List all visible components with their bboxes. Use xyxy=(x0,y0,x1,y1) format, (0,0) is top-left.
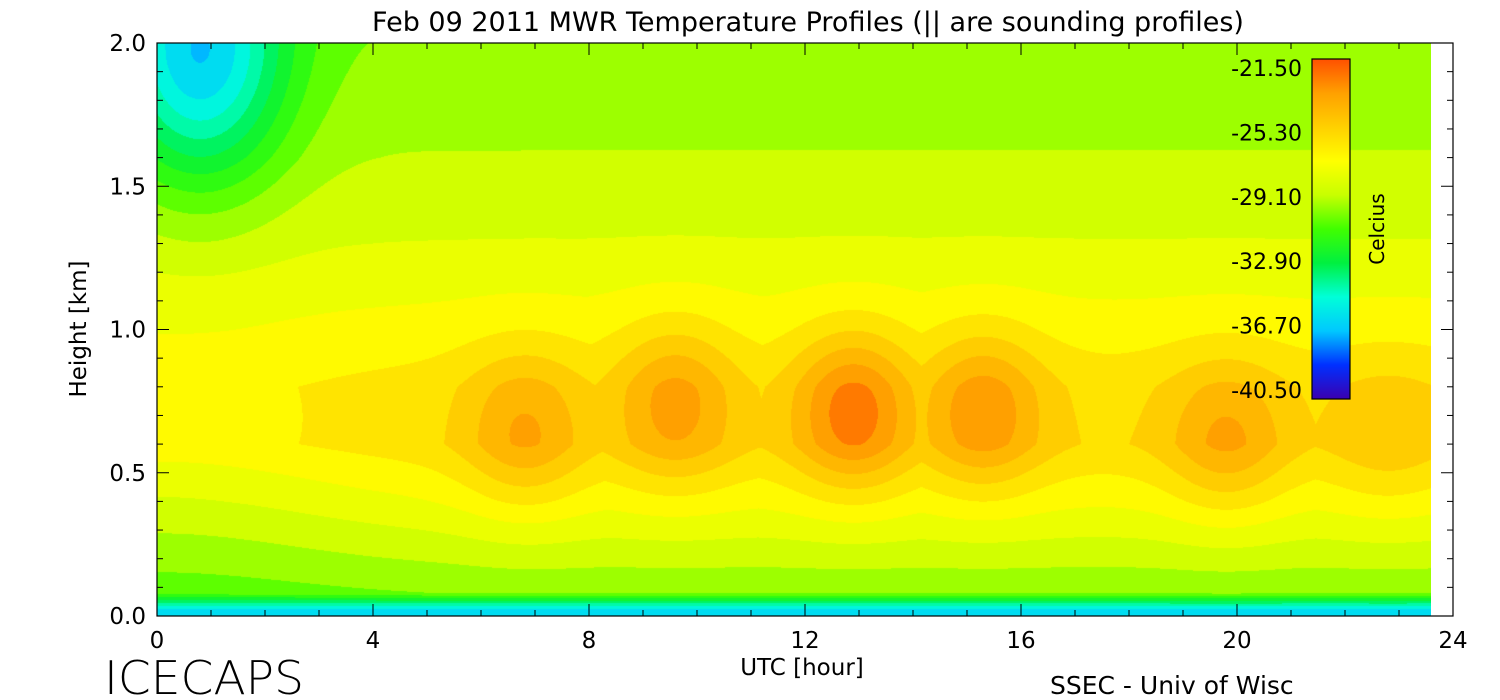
colorbar-tick-labels: -21.50 -25.30 -29.10 -32.90 -36.70 -40.50 xyxy=(1231,57,1302,404)
colorbar-tick-label: -21.50 xyxy=(1231,57,1302,82)
y-tick-label: 2.0 xyxy=(109,31,146,57)
colorbar-scale xyxy=(1311,58,1351,400)
colorbar-tick-label: -36.70 xyxy=(1231,315,1302,340)
y-axis-label: Height [km] xyxy=(66,260,92,397)
chart-title: Feb 09 2011 MWR Temperature Profiles (||… xyxy=(372,7,1244,38)
x-tick-label: 8 xyxy=(582,628,597,654)
colorbar-tick-label: -40.50 xyxy=(1231,379,1302,404)
x-tick-label: 12 xyxy=(790,628,819,654)
footer-credit: SSEC - Univ of Wisc xyxy=(1050,671,1294,700)
colorbar-tick-label: -25.30 xyxy=(1231,121,1302,146)
y-tick-labels: 0.0 0.5 1.0 1.5 2.0 xyxy=(109,31,146,630)
y-tick-label: 1.0 xyxy=(109,318,146,344)
y-tick-label: 1.5 xyxy=(109,174,146,200)
colorbar-label: Celcius xyxy=(1365,193,1389,264)
x-tick-label: 24 xyxy=(1438,628,1467,654)
colorbar-tick-label: -29.10 xyxy=(1231,186,1302,211)
x-tick-labels: 0 4 8 12 16 20 24 xyxy=(150,628,1468,654)
x-tick-label: 4 xyxy=(366,628,381,654)
x-tick-label: 0 xyxy=(150,628,165,654)
colorbar: -21.50 -25.30 -29.10 -32.90 -36.70 -40.50 Cel… xyxy=(1231,57,1389,404)
x-tick-label: 16 xyxy=(1006,628,1035,654)
heatmap xyxy=(157,43,1431,616)
x-tick-label: 20 xyxy=(1222,628,1251,654)
y-tick-label: 0.5 xyxy=(109,461,146,487)
axis-ticks xyxy=(156,42,1454,617)
y-tick-label: 0.0 xyxy=(109,604,146,630)
x-axis-label: UTC [hour] xyxy=(740,655,864,681)
heatmap-image xyxy=(157,43,1431,616)
footer-logo-text: ICECAPS xyxy=(104,651,304,700)
colorbar-tick-label: -32.90 xyxy=(1231,250,1302,275)
